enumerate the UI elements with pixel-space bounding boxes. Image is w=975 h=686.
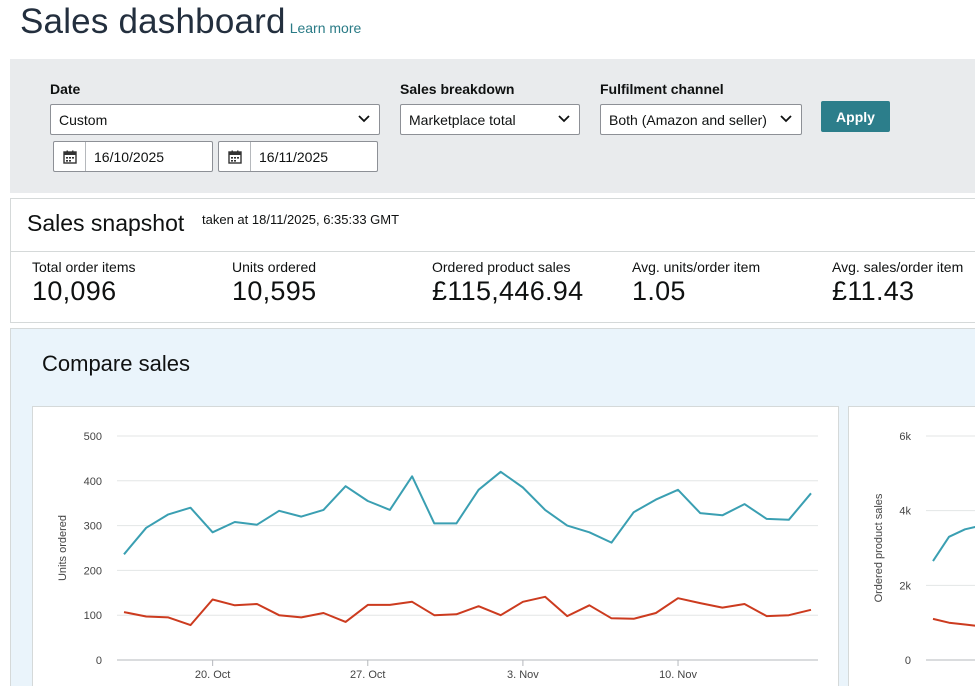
y-tick-label: 100: [84, 610, 102, 622]
series-line: [932, 525, 975, 562]
calendar-icon[interactable]: [219, 142, 251, 171]
fulfilment-channel-select[interactable]: Both (Amazon and seller): [600, 104, 802, 135]
metric-total-order-items: Total order items 10,096: [32, 259, 135, 307]
calendar-icon[interactable]: [54, 142, 86, 171]
series-line: [932, 617, 975, 627]
series-line: [123, 595, 812, 627]
snapshot-timestamp: taken at 18/11/2025, 6:35:33 GMT: [202, 212, 400, 227]
start-date-value: 16/10/2025: [94, 148, 165, 165]
sales-breakdown-select[interactable]: Marketplace total: [400, 104, 580, 135]
metric-value: 10,096: [32, 276, 117, 306]
snapshot-header: Sales snapshot taken at 18/11/2025, 6:35…: [11, 199, 975, 252]
metric-ordered-product-sales: Ordered product sales £115,446.94: [432, 259, 583, 307]
metric-value: £11.43: [832, 276, 915, 306]
y-tick-label: 6k: [899, 431, 911, 443]
date-label: Date: [50, 81, 81, 97]
compare-sales-section: Compare sales 0 100 200 300 400 500 20. Oct 27.…: [10, 328, 975, 686]
metric-label: Avg. sales/order item: [832, 259, 964, 275]
y-tick-label: 200: [84, 565, 102, 577]
metric-value: 10,595: [232, 276, 317, 306]
chevron-down-icon: [780, 115, 792, 123]
y-axis-title: Ordered product sales: [873, 493, 885, 602]
sales-breakdown-value: Marketplace total: [409, 111, 516, 128]
y-axis-title: Units ordered: [57, 515, 69, 581]
chevron-down-icon: [358, 115, 370, 123]
y-tick-label: 2k: [899, 580, 911, 592]
series-line: [123, 470, 812, 555]
x-tick-label: 3. Nov: [507, 669, 539, 681]
metric-value: £115,446.94: [432, 276, 584, 306]
metric-label: Units ordered: [232, 259, 317, 275]
date-range-value: Custom: [59, 111, 108, 128]
y-tick-label: 400: [84, 476, 102, 488]
breakdown-label: Sales breakdown: [400, 81, 515, 97]
ordered-product-sales-chart: 0 2k 4k 6k Ordered product sales: [848, 406, 975, 686]
y-tick-label: 0: [905, 655, 911, 667]
snapshot-title: Sales snapshot: [27, 210, 185, 236]
metric-avg-units-per-order-item: Avg. units/order item 1.05: [632, 259, 760, 307]
y-tick-label: 0: [96, 655, 102, 667]
page-title: Sales dashboard: [20, 2, 286, 41]
end-date-value: 16/11/2025: [259, 148, 329, 165]
x-tick-label: 10. Nov: [659, 669, 697, 681]
apply-button[interactable]: Apply: [821, 101, 890, 132]
end-date-input[interactable]: 16/11/2025: [218, 141, 378, 172]
metric-label: Total order items: [32, 259, 136, 275]
date-range-select[interactable]: Custom: [50, 104, 380, 135]
filter-panel: Date Custom 16/10/2025 16/11/2025 Sales …: [10, 59, 975, 193]
metric-label: Avg. units/order item: [632, 259, 761, 275]
metric-units-ordered: Units ordered 10,595: [232, 259, 316, 307]
units-ordered-chart-svg: 0 100 200 300 400 500 20. Oct 27. Oct 3. Nov 10. …: [57, 431, 818, 681]
learn-more-link[interactable]: Learn more: [289, 20, 362, 36]
y-tick-label: 300: [84, 521, 102, 533]
page-header: Sales dashboard Learn more: [20, 2, 361, 44]
chevron-down-icon: [558, 115, 570, 123]
channel-label: Fulfilment channel: [600, 81, 724, 97]
y-tick-label: 4k: [899, 506, 911, 518]
x-tick-label: 20. Oct: [195, 669, 230, 681]
metric-value: 1.05: [632, 276, 686, 306]
metric-label: Ordered product sales: [432, 259, 571, 275]
y-tick-label: 500: [84, 431, 102, 443]
start-date-input[interactable]: 16/10/2025: [53, 141, 213, 172]
fulfilment-channel-value: Both (Amazon and seller): [609, 111, 767, 128]
sales-snapshot: Sales snapshot taken at 18/11/2025, 6:35…: [10, 198, 975, 323]
metric-avg-sales-per-order-item: Avg. sales/order item £11.43: [832, 259, 963, 307]
units-ordered-chart: 0 100 200 300 400 500 20. Oct 27. Oct 3. Nov 10. …: [32, 406, 839, 686]
ordered-product-sales-chart-svg: 0 2k 4k 6k Ordered product sales: [873, 431, 975, 667]
x-tick-label: 27. Oct: [350, 669, 385, 681]
compare-sales-title: Compare sales: [42, 351, 190, 376]
